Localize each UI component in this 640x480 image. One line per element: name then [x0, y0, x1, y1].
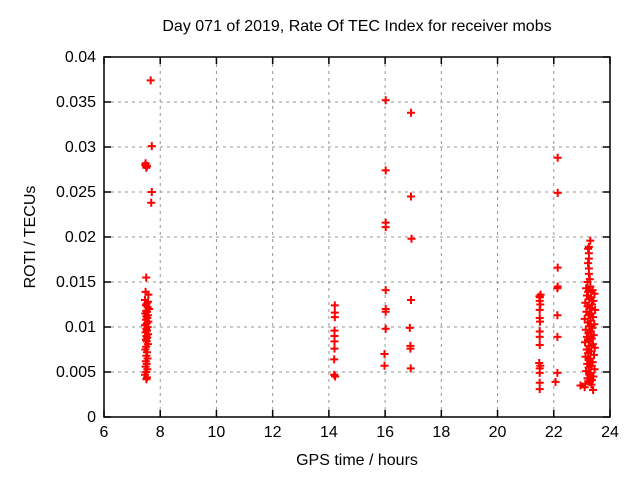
x-tick-label: 18: [432, 424, 450, 441]
y-tick-label: 0.04: [65, 49, 96, 66]
x-axis-label: GPS time / hours: [296, 452, 418, 469]
y-tick-label: 0.005: [56, 364, 96, 381]
x-tick-label: 8: [156, 424, 165, 441]
data-points-roti: [141, 76, 600, 394]
y-tick-label: 0.015: [56, 274, 96, 291]
x-tick-label: 12: [264, 424, 282, 441]
x-tick-label: 20: [489, 424, 507, 441]
x-tick-label: 10: [208, 424, 226, 441]
y-tick-label: 0: [87, 409, 96, 426]
chart-title: Day 071 of 2019, Rate Of TEC Index for r…: [162, 18, 552, 35]
x-tick-label: 24: [601, 424, 619, 441]
y-tick-label: 0.03: [65, 139, 96, 156]
y-tick-label: 0.02: [65, 229, 96, 246]
x-tick-label: 16: [376, 424, 394, 441]
y-tick-label: 0.025: [56, 184, 96, 201]
x-tick-label: 14: [320, 424, 338, 441]
x-tick-label: 6: [100, 424, 109, 441]
y-tick-label: 0.01: [65, 319, 96, 336]
y-tick-label: 0.035: [56, 94, 96, 111]
x-tick-label: 22: [545, 424, 563, 441]
